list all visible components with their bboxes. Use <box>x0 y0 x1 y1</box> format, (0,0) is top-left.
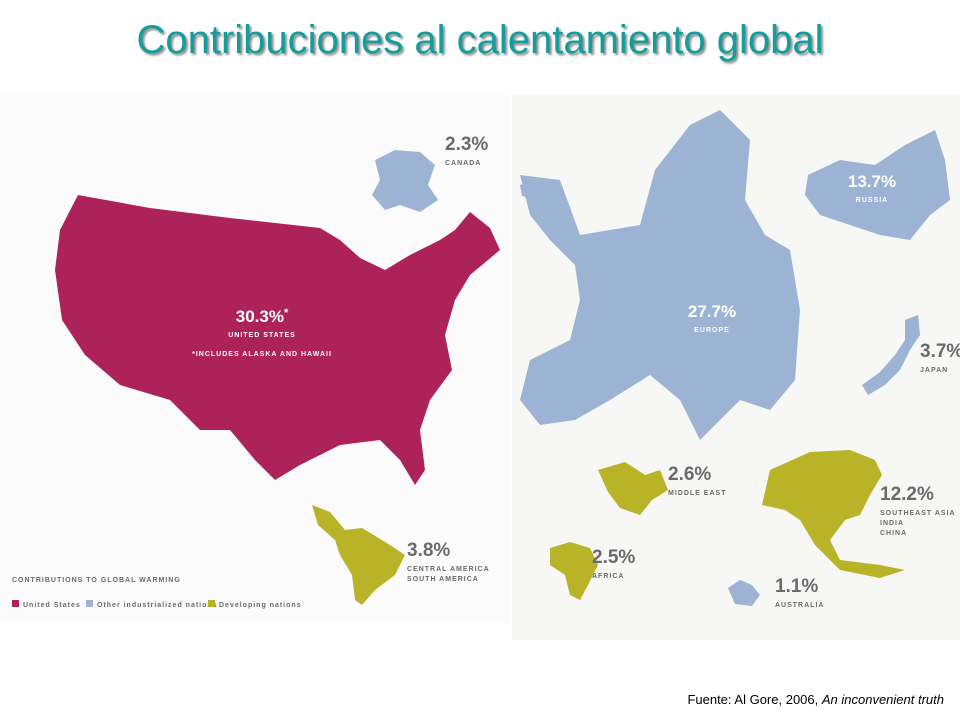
region-marker: * <box>284 307 289 319</box>
region-value-text: 3.8% <box>407 540 450 561</box>
united-states <box>55 195 500 485</box>
region-name: SOUTH AMERICA <box>407 576 479 583</box>
europe <box>520 110 800 440</box>
region-name: CANADA <box>445 160 481 167</box>
region-value: 2.6% <box>668 464 711 485</box>
region-value-text: 27.7% <box>688 302 736 321</box>
region-value: 2.5% <box>592 547 635 568</box>
region-name: CENTRAL AMERICA <box>407 566 490 573</box>
region-value: 12.2% <box>880 484 934 505</box>
region-name: AFRICA <box>592 573 624 580</box>
japan <box>862 315 920 395</box>
region-name: SOUTHEAST ASIA <box>880 510 956 517</box>
africa <box>550 542 598 600</box>
region-value: 3.8% <box>407 540 450 561</box>
region-value-text: 2.3% <box>445 134 488 155</box>
region-value: 2.3% <box>445 134 488 155</box>
region-name: EUROPE <box>694 327 730 334</box>
legend-label: Developing nations <box>219 602 302 609</box>
iceland <box>520 178 560 200</box>
region-name: AUSTRALIA <box>775 602 824 609</box>
region-value: 13.7% <box>848 172 896 191</box>
southeast-asia <box>762 450 905 578</box>
legend-swatch <box>86 600 93 607</box>
region-value: 27.7% <box>688 302 736 321</box>
region-value-text: 2.6% <box>668 464 711 485</box>
region-value-text: 13.7% <box>848 172 896 191</box>
russia <box>805 130 950 240</box>
australia <box>728 580 760 606</box>
legend-label: Other industrialized nations <box>97 602 218 609</box>
region-value: 30.3%* <box>236 307 289 326</box>
region-name: RUSSIA <box>856 197 888 204</box>
region-value-text: 12.2% <box>880 484 934 505</box>
region-note: *INCLUDES ALASKA AND HAWAII <box>192 351 332 358</box>
region-value-text: 1.1% <box>775 576 818 597</box>
legend-swatch <box>12 600 19 607</box>
region-name: JAPAN <box>920 367 948 374</box>
region-name: CHINA <box>880 530 907 537</box>
legend-title: CONTRIBUTIONS TO GLOBAL WARMING <box>12 577 181 584</box>
source: Fuente: Al Gore, 2006, An inconvenient t… <box>687 692 944 707</box>
region-name: MIDDLE EAST <box>668 490 726 497</box>
source-text: Fuente: Al Gore, 2006, <box>687 692 822 707</box>
region-value: 3.7% <box>920 341 960 362</box>
region-name: UNITED STATES <box>228 332 296 339</box>
region-value-text: 30.3% <box>236 307 284 326</box>
slide-title: Contribuciones al calentamiento global <box>136 18 824 62</box>
middle-east <box>598 462 668 515</box>
legend-swatch <box>208 600 215 607</box>
canada <box>372 150 438 212</box>
region-value-text: 3.7% <box>920 341 960 362</box>
region-value: 1.1% <box>775 576 818 597</box>
region-value-text: 2.5% <box>592 547 635 568</box>
latin-america <box>312 505 405 605</box>
legend-label: United States <box>23 602 81 609</box>
source-title: An inconvenient truth <box>821 692 944 707</box>
region-name: INDIA <box>880 520 904 527</box>
